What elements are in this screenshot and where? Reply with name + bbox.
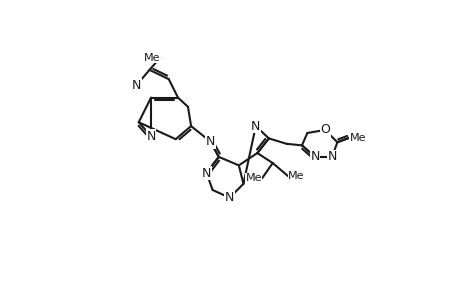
Text: Me: Me [245,173,261,184]
Text: Me: Me [144,52,160,63]
Text: N: N [310,150,319,164]
Text: N: N [251,120,260,133]
Text: N: N [131,79,141,92]
Text: Me: Me [287,171,304,181]
Text: N: N [202,167,211,180]
Text: N: N [224,191,234,204]
Text: O: O [319,123,329,136]
Text: N: N [327,150,336,164]
Text: N: N [146,130,156,142]
Text: N: N [205,135,214,148]
Text: Me: Me [349,133,365,142]
